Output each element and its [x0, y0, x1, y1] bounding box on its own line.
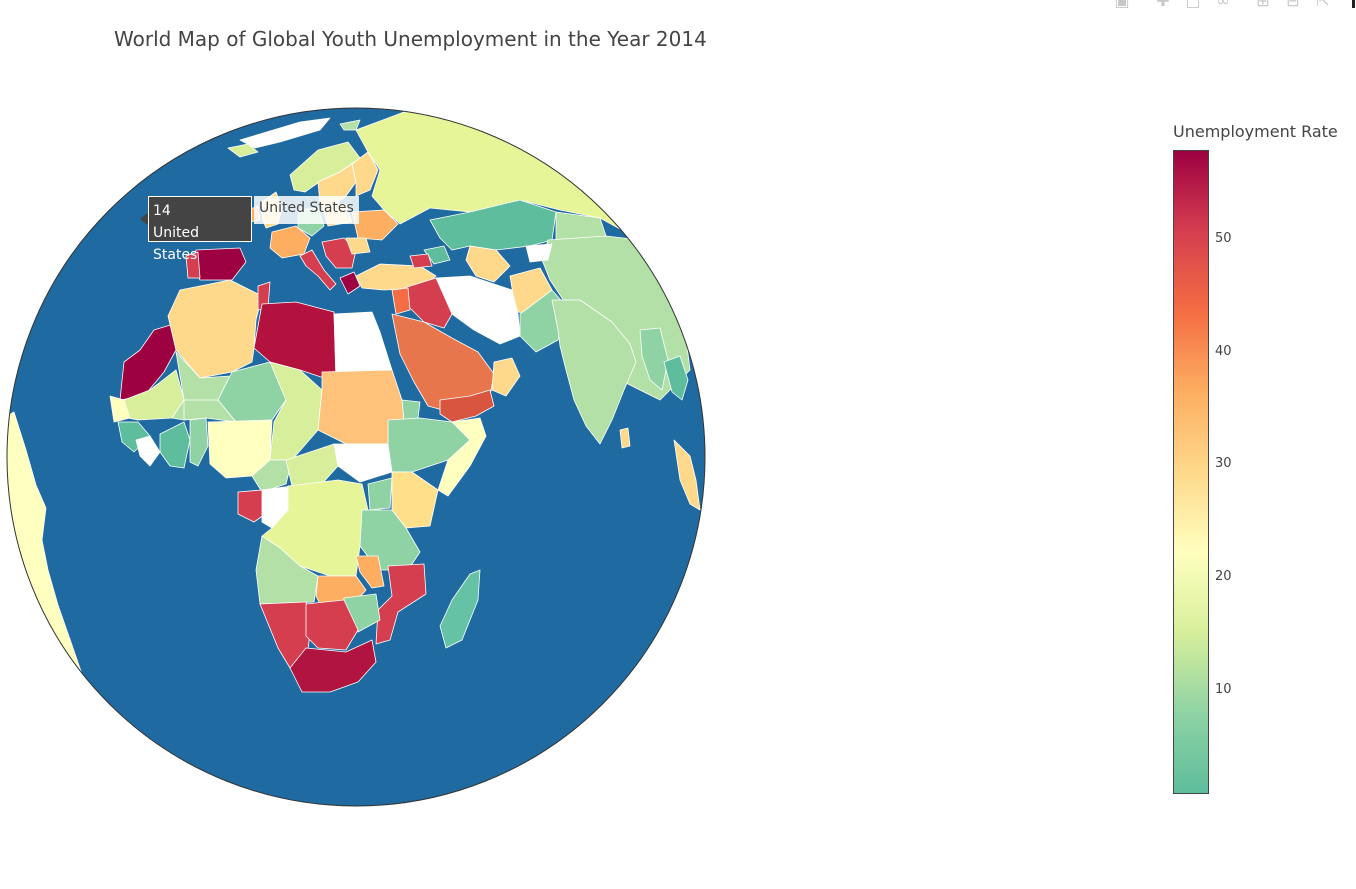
colorbar-tick: 30 — [1215, 456, 1232, 471]
country-balkans[interactable] — [321, 237, 357, 269]
country-car[interactable] — [285, 443, 339, 487]
country-eritrea[interactable] — [401, 399, 421, 421]
country-india[interactable] — [551, 299, 637, 445]
colorbar-tick: 10 — [1215, 682, 1232, 697]
pan-icon[interactable]: ✚ — [1156, 0, 1170, 10]
country-botswana[interactable] — [305, 599, 359, 651]
country-indonesia[interactable] — [673, 439, 701, 511]
country-sri-lanka[interactable] — [619, 427, 631, 449]
country-angola[interactable] — [255, 535, 319, 605]
globe-outline — [6, 107, 706, 807]
country-iceland[interactable] — [227, 143, 259, 158]
modebar: ▣ ✚ □ ∞ ⊞ ⊟ ⇱ — [1108, 0, 1343, 12]
country-ukraine[interactable] — [351, 209, 399, 241]
hover-tooltip: 14 United States — [148, 196, 252, 263]
country-greece[interactable] — [339, 271, 361, 295]
colorbar-title: Unemployment Rate — [1173, 122, 1338, 141]
country-mozambique[interactable] — [375, 563, 427, 645]
country-oman[interactable] — [491, 357, 521, 397]
reset-icon[interactable]: ⇱ — [1316, 0, 1330, 10]
country-burkina[interactable] — [183, 399, 237, 423]
hover-arrow — [140, 212, 149, 226]
country-gabon[interactable] — [237, 489, 269, 523]
zoom-in-icon[interactable]: ⊞ — [1256, 0, 1270, 10]
country-south-africa[interactable] — [289, 639, 377, 693]
country-jordan[interactable] — [391, 287, 411, 315]
hover-value: 14 — [153, 203, 171, 219]
country-senegal[interactable] — [109, 395, 131, 423]
lasso-icon[interactable]: ∞ — [1216, 0, 1230, 10]
country-azerbaijan[interactable] — [423, 245, 451, 265]
country-sierra-leone-liberia[interactable] — [135, 435, 161, 467]
country-somalia[interactable] — [437, 417, 487, 497]
colorbar-tick: 20 — [1215, 569, 1232, 584]
country-libya[interactable] — [253, 301, 337, 383]
country-algeria[interactable] — [167, 279, 263, 379]
country-thailand[interactable] — [663, 355, 689, 401]
country-malawi[interactable] — [355, 555, 385, 589]
hover-country: United States — [153, 225, 199, 263]
country-greenland[interactable] — [239, 117, 331, 149]
colorbar-tick: 40 — [1215, 344, 1232, 359]
country-romania[interactable] — [345, 237, 371, 255]
country-portugal[interactable] — [185, 251, 201, 279]
country-yemen[interactable] — [439, 389, 495, 423]
country-georgia[interactable] — [409, 253, 433, 269]
chart-title: World Map of Global Youth Unemployment i… — [114, 27, 707, 51]
colorbar-gradient — [1173, 150, 1209, 794]
country-italy[interactable] — [299, 249, 337, 291]
country-svalbard[interactable] — [339, 119, 361, 131]
country-uzbekistan[interactable] — [465, 245, 511, 283]
camera-icon[interactable]: ▣ — [1114, 0, 1130, 10]
country-rwanda[interactable] — [367, 477, 393, 511]
zoom-out-icon[interactable]: ⊟ — [1286, 0, 1300, 10]
globe-map[interactable] — [0, 100, 720, 820]
box-select-icon[interactable]: □ — [1185, 0, 1201, 10]
cursor-mark — [1352, 0, 1355, 8]
country-egypt[interactable] — [333, 311, 393, 373]
country-madagascar[interactable] — [439, 569, 481, 649]
colorbar-tick: 50 — [1215, 231, 1232, 246]
country-myanmar[interactable] — [639, 327, 669, 391]
country-tanzania[interactable] — [359, 509, 421, 571]
hover-trace-name: United States — [254, 196, 359, 224]
country-ivory-coast[interactable] — [159, 421, 191, 469]
country-kyrgyzstan[interactable] — [525, 243, 553, 263]
